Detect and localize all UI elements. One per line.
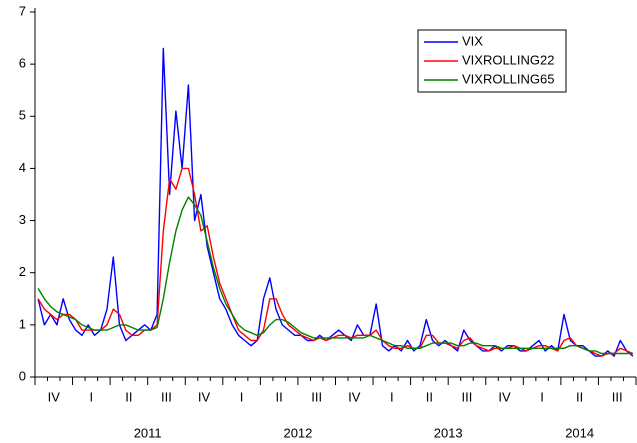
- y-tick-label: 4: [19, 160, 26, 175]
- x-tick-label: III: [311, 389, 322, 404]
- x-tick-label: III: [161, 389, 172, 404]
- x-tick-label: I: [240, 389, 244, 404]
- x-tick-label: IV: [348, 389, 361, 404]
- legend-label: VIX: [462, 33, 483, 48]
- x-tick-label: II: [426, 389, 433, 404]
- series-line: [37, 196, 633, 355]
- y-tick-label: 7: [19, 3, 26, 18]
- year-label: 2013: [434, 425, 463, 440]
- x-tick-label: I: [390, 389, 394, 404]
- legend-label: VIXROLLING65: [462, 71, 555, 86]
- x-tick-label: II: [125, 389, 132, 404]
- x-tick-label: IV: [48, 389, 61, 404]
- y-tick-label: 2: [19, 264, 26, 279]
- y-tick-label: 0: [19, 368, 26, 383]
- x-tick-label: II: [576, 389, 583, 404]
- series-line: [37, 167, 634, 357]
- x-tick-label: III: [612, 389, 623, 404]
- x-tick-label: II: [276, 389, 283, 404]
- y-tick-label: 6: [19, 56, 26, 71]
- legend-label: VIXROLLING22: [462, 52, 555, 67]
- y-tick-label: 3: [19, 212, 26, 227]
- year-label: 2014: [565, 425, 594, 440]
- x-tick-label: I: [90, 389, 94, 404]
- y-tick-label: 5: [19, 108, 26, 123]
- x-tick-label: I: [540, 389, 544, 404]
- y-tick-label: 1: [19, 316, 26, 331]
- x-tick-label: IV: [498, 389, 511, 404]
- year-label: 2012: [283, 425, 312, 440]
- x-tick-label: III: [462, 389, 473, 404]
- year-label: 2011: [134, 425, 162, 440]
- series-line: [37, 47, 634, 357]
- x-tick-label: IV: [198, 389, 211, 404]
- legend: VIX VIXROLLING22 VIXROLLING65: [417, 29, 567, 93]
